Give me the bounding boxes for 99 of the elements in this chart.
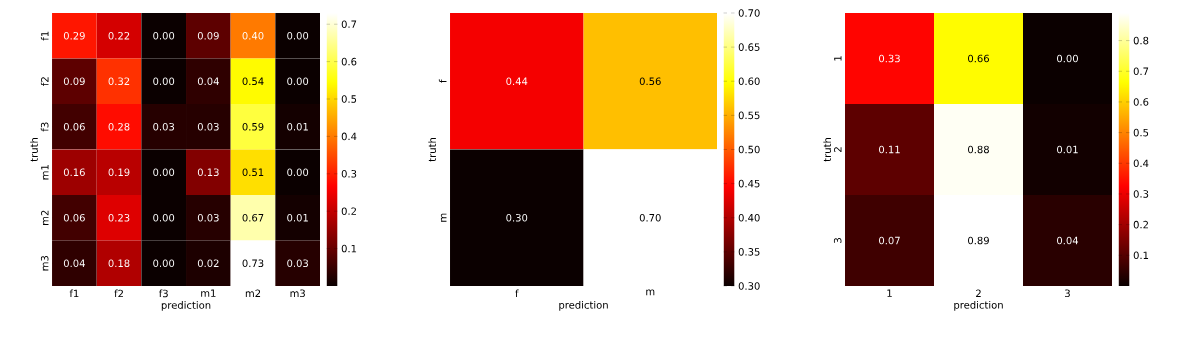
color-bar-label: 0.1 [341,244,357,253]
color-bar-label: 0.5 [1133,128,1149,137]
color-bar-label: 0.8 [1133,36,1149,45]
y-tick-label: f2 [40,77,49,86]
color-bar-label: 0.7 [1133,67,1149,76]
data-label: 0.44 [506,77,528,86]
data-label: 0.66 [968,54,990,63]
color-bar-label: 0.3 [1133,190,1149,198]
x-axis-title: prediction [559,300,608,311]
data-label: 0.01 [287,213,308,222]
data-label: 0.04 [1057,236,1079,245]
data-label: 0.03 [197,122,219,131]
x-tick-label: f3 [158,289,168,298]
x-tick-label: f2 [114,289,123,298]
data-label: 0.00 [153,77,175,86]
x-tick-label: f [515,289,519,298]
y-tick-label: 2 [834,147,842,152]
x-tick-label: 3 [1065,289,1070,298]
data-label: 0.32 [108,77,130,86]
x-axis-title: prediction [161,301,211,311]
data-label: 0.54 [242,77,264,86]
data-label: 0.28 [108,122,130,131]
color-bar-label: 0.50 [738,145,760,154]
data-label: 0.00 [287,77,309,86]
color-bar-label: 0.4 [1133,159,1149,168]
color-bar-label: 0.4 [341,132,357,141]
y-tick-label: 1 [834,56,842,61]
x-tick-label: f1 [69,289,79,298]
y-tick-label: f1 [40,31,49,41]
data-label: 0.00 [1057,54,1078,63]
data-label: 0.51 [242,168,264,177]
data-label: 0.07 [879,236,900,245]
data-label: 0.73 [242,259,264,268]
color-bar-label: 0.40 [738,213,760,222]
data-label: 0.11 [879,145,900,154]
y-tick-label: m3 [40,255,49,271]
data-label: 0.88 [968,145,989,154]
x-axis-title: prediction [954,300,1003,311]
x-tick-label: 1 [887,289,892,297]
data-label: 0.04 [197,77,219,86]
data-label: 0.06 [63,213,85,222]
color-bar-label: 0.6 [341,57,357,66]
data-label: 0.29 [63,31,85,40]
color-bar-label: 0.6 [1133,98,1149,106]
data-label: 0.00 [287,31,309,40]
data-label: 0.40 [242,31,264,40]
y-axis-title: truth [823,138,832,162]
data-label: 0.56 [639,77,661,86]
data-label: 0.19 [108,168,130,177]
data-label: 0.03 [197,213,219,222]
x-tick-label: 2 [976,289,981,297]
data-label: 0.00 [153,259,175,268]
x-tick-label: m1 [201,289,216,297]
color-bar-label: 0.2 [1133,220,1148,229]
data-label: 0.00 [153,213,175,222]
data-label: 0.89 [968,236,989,245]
data-label: 0.00 [153,31,175,40]
x-tick-label: m3 [290,289,305,298]
data-label: 0.16 [63,168,85,177]
y-axis-title: truth [428,138,437,162]
data-label: 0.33 [879,54,900,63]
data-label: 0.01 [287,122,308,131]
data-label: 0.67 [242,213,264,222]
data-label: 0.23 [108,213,130,222]
data-label: 0.59 [242,122,264,131]
data-label: 0.00 [287,168,309,177]
data-label: 0.04 [63,259,85,268]
data-label: 0.13 [197,168,219,177]
data-label: 0.00 [153,168,175,177]
color-bar-label: 0.5 [341,95,357,103]
color-bar-label: 0.55 [738,111,760,120]
color-bar-label: 0.65 [738,43,760,51]
data-label: 0.06 [63,122,85,131]
x-tick-label: m [646,289,655,296]
color-bar-label: 0.1 [1133,251,1149,260]
data-label: 0.09 [63,77,85,86]
y-tick-label: 3 [833,238,842,243]
color-bar-label: 0.30 [738,282,760,290]
y-tick-label: m2 [41,210,49,225]
data-label: 0.09 [197,31,219,40]
data-label: 0.70 [639,213,661,222]
data-label: 0.22 [108,31,130,40]
data-label: 0.03 [153,122,175,131]
data-label: 0.03 [287,259,309,268]
color-bar-label: 0.60 [738,77,760,86]
data-label: 0.18 [108,259,130,268]
x-tick-label: m2 [245,289,261,297]
color-bar-label: 0.45 [738,179,760,188]
data-label: 0.02 [197,259,219,268]
color-bar-label: 0.35 [738,248,760,256]
y-tick-label: f3 [40,122,49,132]
color-bar-label: 0.2 [341,207,356,215]
color-bar-label: 0.7 [341,20,357,28]
y-tick-label: m1 [41,165,49,180]
color-bar-label: 0.70 [738,9,760,17]
y-axis-title: truth [30,138,38,162]
data-label: 0.01 [1057,145,1078,154]
data-label: 0.30 [506,213,528,222]
color-bar-label: 0.3 [341,170,357,178]
